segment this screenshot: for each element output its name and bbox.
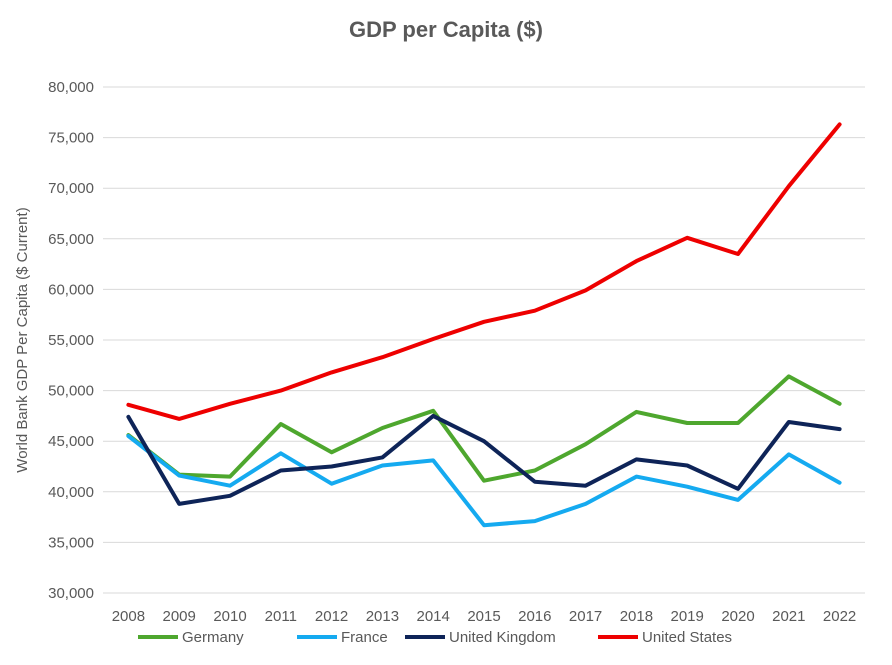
x-tick-label: 2015	[467, 608, 500, 625]
x-tick-label: 2011	[265, 608, 297, 625]
x-tick-label: 2010	[213, 608, 246, 625]
x-tick-label: 2021	[772, 608, 805, 625]
x-tick-label: 2013	[366, 608, 399, 625]
y-tick-label: 75,000	[48, 130, 94, 147]
y-axis-ticks: 30,000 35,000 40,000 45,000 50,000 55,000 60,0…	[48, 79, 94, 602]
series-line-france	[126, 434, 842, 528]
legend-label-united-kingdom: United Kingdom	[449, 629, 556, 646]
y-tick-label: 65,000	[48, 231, 94, 248]
y-tick-label: 50,000	[48, 383, 94, 400]
legend-label-france: France	[341, 629, 388, 646]
y-tick-label: 45,000	[48, 433, 94, 450]
y-axis-label: World Bank GDP Per Capita ($ Current)	[14, 207, 31, 472]
y-tick-label: 80,000	[48, 79, 94, 96]
x-axis-ticks: 2008 2009 2010 2011 2012 2013 2014 2015 2016 2017…	[112, 608, 857, 625]
x-tick-label: 2016	[518, 608, 551, 625]
series-line-germany	[126, 374, 842, 483]
x-tick-label: 2020	[721, 608, 754, 625]
x-tick-label: 2009	[163, 608, 196, 625]
legend-label-united-states: United States	[642, 629, 732, 646]
y-tick-label: 55,000	[48, 332, 94, 349]
legend: Germany France United Kingdom United States	[138, 629, 732, 646]
gridlines	[103, 86, 865, 594]
x-tick-label: 2018	[620, 608, 653, 625]
y-tick-label: 70,000	[48, 180, 94, 197]
series-lines	[126, 122, 842, 528]
y-tick-label: 40,000	[48, 484, 94, 501]
y-tick-label: 35,000	[48, 534, 94, 551]
legend-label-germany: Germany	[182, 629, 244, 646]
chart-title: GDP per Capita ($)	[349, 17, 543, 42]
x-tick-label: 2022	[823, 608, 856, 625]
x-tick-label: 2008	[112, 608, 145, 625]
x-tick-label: 2014	[417, 608, 450, 625]
series-line-united-kingdom	[126, 413, 842, 506]
x-tick-label: 2017	[569, 608, 602, 625]
y-tick-label: 60,000	[48, 281, 94, 298]
y-tick-label: 30,000	[48, 585, 94, 602]
series-line-united-states	[126, 122, 842, 421]
x-tick-label: 2019	[671, 608, 704, 625]
x-tick-label: 2012	[315, 608, 348, 625]
